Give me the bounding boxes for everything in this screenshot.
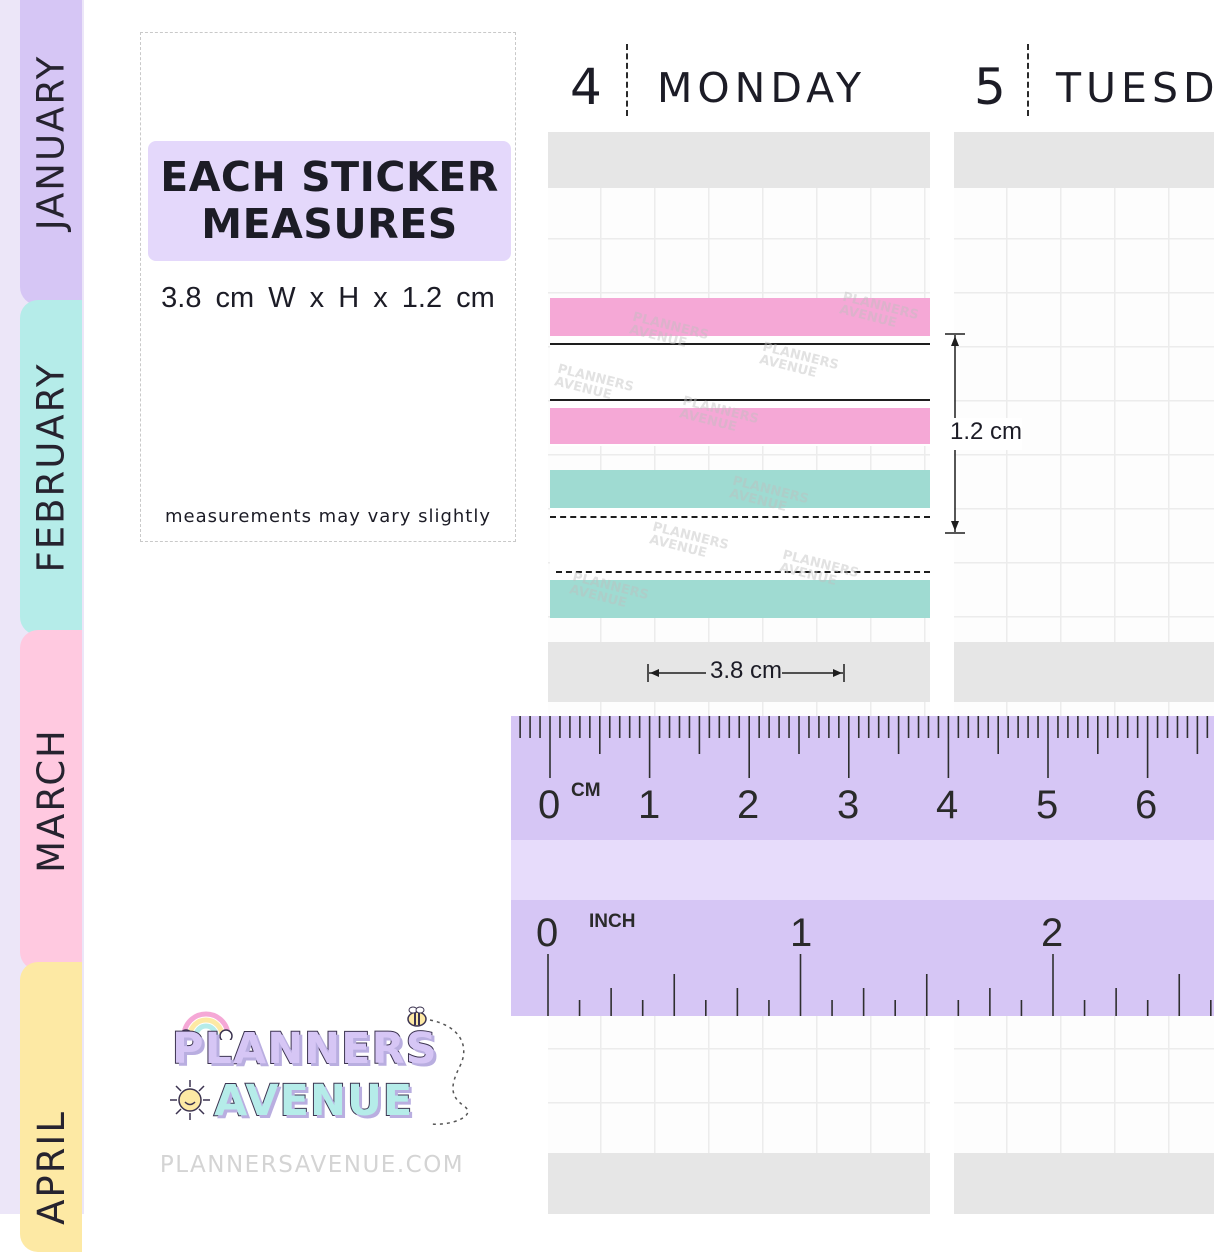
tab-april[interactable]: APRIL [20,962,82,1252]
height-dimension-bg [946,418,1022,450]
column-header-band [954,132,1214,188]
day-divider [1027,44,1029,116]
ruler-cm-number: 2 [737,783,760,827]
tab-march[interactable]: MARCH [20,630,82,970]
column-bottom-band [954,1153,1214,1214]
sticker-size-card [140,32,516,542]
ruler-inch-number: 1 [790,911,813,955]
sticker-bar-pink [550,408,930,444]
rainbow-icon [179,1011,233,1040]
sticker-set-pink [550,298,930,446]
bee-icon [407,1006,427,1027]
ruler-inch-label: INCH [589,911,636,932]
column-footer-band [548,642,930,702]
ruler-center-strip [511,840,1214,900]
website-url: PLANNERSAVENUE.COM [159,1152,465,1178]
ruler [511,716,1214,1016]
height-dimension-label: 1.2 cm [950,418,1023,445]
ruler-cm-number: 6 [1135,783,1158,827]
day-name-monday: MONDAY [657,64,867,112]
heading-line-2: MEASURES [201,200,458,248]
logo-wordmark-line2: AVENUE [213,1075,414,1127]
heading-line-1: EACH STICKER [160,153,499,201]
tab-january[interactable]: JANUARY [20,0,82,305]
logo-wordmark-line1: PLANNERS [171,1023,438,1075]
ruler-cm-number: 1 [638,783,661,827]
sticker-bar-pink [550,298,930,336]
ruler-cm-number: 3 [837,783,860,827]
sticker-line-dashed [556,571,930,573]
sticker-bar-teal [550,580,930,618]
day-number-monday: 4 [570,58,602,116]
column-bottom-band [548,1153,930,1214]
width-dimension-arrow [647,664,845,682]
sticker-dimensions-text: 3.8 cm W x H x 1.2 cm [161,282,495,314]
ruler-ticks [519,716,1212,1016]
sticker-line-solid [550,399,930,401]
ruler-cm-number: 4 [936,783,959,827]
day-number-tuesday: 5 [974,58,1006,116]
sticker-set-teal [550,470,930,618]
sun-icon [170,1080,210,1120]
width-dimension-label: 3.8 cm [710,657,783,684]
tab-april-label: APRIL [29,1109,73,1225]
logo-text-avenue: AVENUE [213,1075,414,1127]
column-footer-band [954,642,1214,702]
tab-march-label: MARCH [29,727,73,873]
sticker-bar-teal [550,470,930,508]
tab-february[interactable]: FEBRUARY [20,300,82,635]
column-header-band [548,132,930,188]
ruler-inch-number: 0 [536,911,559,955]
sticker-size-heading: EACH STICKER MEASURES [148,141,511,261]
sticker-line-solid [550,343,930,345]
ruler-inch-number: 2 [1041,911,1064,955]
tab-january-label: JANUARY [29,54,73,231]
ruler-cm-number: 5 [1036,783,1059,827]
day-divider [626,44,628,116]
ruler-cm-label: CM [571,780,601,801]
tab-february-label: FEBRUARY [29,362,73,573]
day-name-tuesday: TUESD [1056,64,1214,112]
sticker-line-dashed [550,516,930,518]
logo-text-planners: PLANNERS [171,1023,438,1075]
measurement-disclaimer: measurements may vary slightly [165,506,491,527]
ruler-cm-number: 0 [538,783,561,827]
